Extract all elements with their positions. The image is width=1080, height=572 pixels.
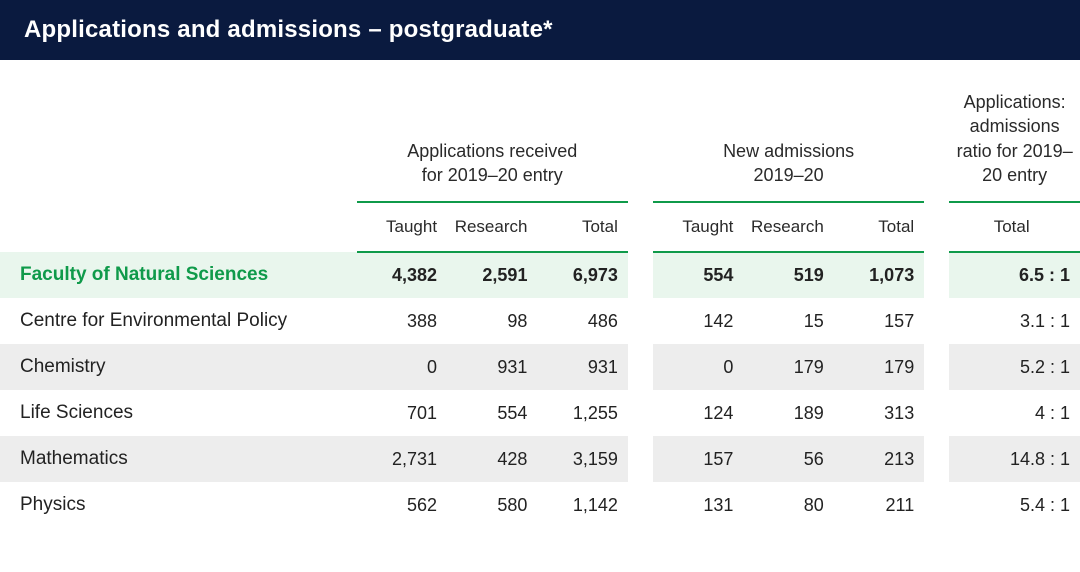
cell-gap — [924, 436, 949, 482]
row-label: Centre for Environmental Policy — [0, 298, 357, 344]
cell-apps-taught: 388 — [357, 298, 447, 344]
cell-adm-total: 157 — [834, 298, 924, 344]
cell-adm-research: 15 — [743, 298, 833, 344]
cell-apps-total: 1,142 — [537, 482, 627, 528]
cell-adm-taught: 554 — [653, 252, 743, 298]
col-adm-taught: Taught — [653, 202, 743, 252]
group-header-applications: Applications received for 2019–20 entry — [357, 60, 628, 202]
cell-adm-research: 179 — [743, 344, 833, 390]
header-gap — [628, 202, 653, 252]
cell-ratio: 5.4 : 1 — [949, 482, 1080, 528]
cell-adm-taught: 142 — [653, 298, 743, 344]
header-blank — [0, 60, 357, 202]
cell-apps-taught: 701 — [357, 390, 447, 436]
cell-adm-total: 213 — [834, 436, 924, 482]
cell-gap — [628, 344, 653, 390]
cell-adm-taught: 0 — [653, 344, 743, 390]
cell-apps-research: 428 — [447, 436, 537, 482]
cell-apps-total: 486 — [537, 298, 627, 344]
cell-apps-research: 98 — [447, 298, 537, 344]
cell-gap — [628, 436, 653, 482]
col-adm-research: Research — [743, 202, 833, 252]
group-header-admissions: New admissions 2019–20 — [653, 60, 924, 202]
cell-ratio: 4 : 1 — [949, 390, 1080, 436]
cell-apps-taught: 4,382 — [357, 252, 447, 298]
row-label: Faculty of Natural Sciences — [0, 252, 357, 298]
cell-ratio: 5.2 : 1 — [949, 344, 1080, 390]
header-gap — [924, 60, 949, 202]
cell-adm-total: 211 — [834, 482, 924, 528]
cell-adm-total: 313 — [834, 390, 924, 436]
cell-adm-research: 519 — [743, 252, 833, 298]
table-row: Mathematics2,7314283,159 15756213 14.8 : 1 — [0, 436, 1080, 482]
cell-gap — [924, 252, 949, 298]
table-row: Centre for Environmental Policy38898486 1… — [0, 298, 1080, 344]
cell-apps-research: 2,591 — [447, 252, 537, 298]
cell-apps-total: 6,973 — [537, 252, 627, 298]
cell-adm-taught: 124 — [653, 390, 743, 436]
cell-gap — [924, 482, 949, 528]
row-label: Mathematics — [0, 436, 357, 482]
cell-apps-total: 931 — [537, 344, 627, 390]
cell-gap — [628, 298, 653, 344]
cell-adm-taught: 131 — [653, 482, 743, 528]
cell-gap — [924, 390, 949, 436]
cell-apps-total: 1,255 — [537, 390, 627, 436]
table-row: Faculty of Natural Sciences4,3822,5916,9… — [0, 252, 1080, 298]
cell-apps-total: 3,159 — [537, 436, 627, 482]
col-apps-total: Total — [537, 202, 627, 252]
admissions-table: Applications received for 2019–20 entry … — [0, 60, 1080, 528]
header-blank — [0, 202, 357, 252]
cell-adm-research: 189 — [743, 390, 833, 436]
col-adm-total: Total — [834, 202, 924, 252]
row-label: Life Sciences — [0, 390, 357, 436]
cell-apps-research: 580 — [447, 482, 537, 528]
row-label: Chemistry — [0, 344, 357, 390]
cell-gap — [924, 344, 949, 390]
cell-apps-research: 931 — [447, 344, 537, 390]
header-gap — [924, 202, 949, 252]
cell-adm-total: 1,073 — [834, 252, 924, 298]
row-label: Physics — [0, 482, 357, 528]
cell-apps-taught: 2,731 — [357, 436, 447, 482]
col-apps-research: Research — [447, 202, 537, 252]
table-row: Physics5625801,142 13180211 5.4 : 1 — [0, 482, 1080, 528]
cell-adm-research: 56 — [743, 436, 833, 482]
cell-gap — [628, 482, 653, 528]
cell-adm-taught: 157 — [653, 436, 743, 482]
cell-gap — [628, 390, 653, 436]
cell-ratio: 14.8 : 1 — [949, 436, 1080, 482]
cell-ratio: 6.5 : 1 — [949, 252, 1080, 298]
cell-ratio: 3.1 : 1 — [949, 298, 1080, 344]
page-title: Applications and admissions – postgradua… — [0, 0, 1080, 60]
table-row: Chemistry093193101791795.2 : 1 — [0, 344, 1080, 390]
cell-adm-total: 179 — [834, 344, 924, 390]
col-apps-taught: Taught — [357, 202, 447, 252]
cell-apps-taught: 562 — [357, 482, 447, 528]
cell-adm-research: 80 — [743, 482, 833, 528]
cell-apps-taught: 0 — [357, 344, 447, 390]
cell-apps-research: 554 — [447, 390, 537, 436]
table-row: Life Sciences7015541,255 124189313 4 : 1 — [0, 390, 1080, 436]
cell-gap — [628, 252, 653, 298]
header-gap — [628, 60, 653, 202]
group-header-ratio: Applications: admissions ratio for 2019–… — [949, 60, 1080, 202]
col-ratio-total: Total — [949, 202, 1080, 252]
cell-gap — [924, 298, 949, 344]
